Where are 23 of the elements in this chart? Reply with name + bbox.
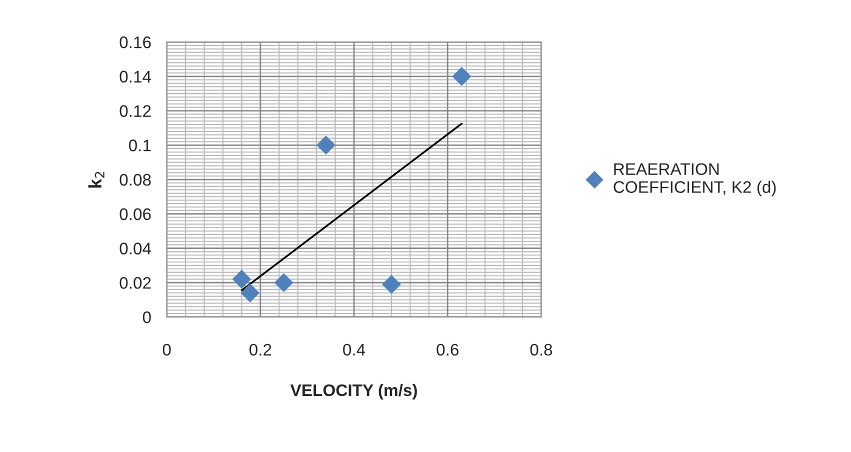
y-tick-label: 0.14 (120, 70, 152, 83)
y-axis-title: k$_{2}$ (88, 172, 104, 188)
y-tick-label: 0.1 (129, 140, 151, 152)
x-tick-label: 0.2 (249, 344, 272, 356)
y-tick-label: 0.04 (120, 242, 152, 254)
x-tick-label: 0.8 (530, 344, 552, 356)
y-tick-label: 0.12 (120, 105, 151, 117)
legend-label: REAERATION COEFFICIENT, K2 (d) (614, 163, 776, 196)
y-tick-label: 0.06 (120, 208, 151, 220)
y-tick-label: 0.16 (120, 36, 151, 48)
x-tick-label: 0.4 (343, 344, 366, 356)
y-tick-label: 0 (142, 311, 151, 324)
x-tick-label: 0.6 (436, 344, 458, 356)
point (316, 136, 336, 154)
point (232, 270, 251, 288)
point (274, 273, 294, 292)
point (382, 275, 401, 294)
x-axis-title: VELOCITY (m/s) (290, 384, 417, 400)
point (240, 284, 260, 302)
y-tick-label: 0.02 (120, 277, 151, 289)
y-tick-label: 0.08 (120, 174, 151, 186)
point (452, 67, 471, 86)
x-tick-label: 0 (162, 344, 171, 356)
